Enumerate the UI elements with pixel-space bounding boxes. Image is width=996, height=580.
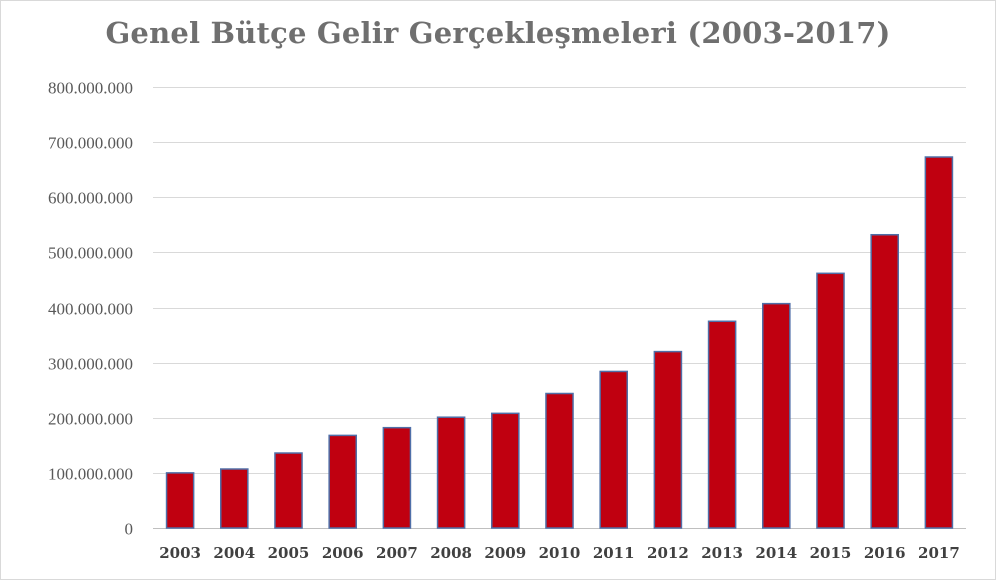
y-tick-label: 300.000.000 xyxy=(48,355,133,374)
x-tick-label-2013: 2013 xyxy=(701,544,743,562)
bar-2008 xyxy=(436,416,466,529)
x-tick-label-2008: 2008 xyxy=(430,544,472,562)
y-tick-label: 700.000.000 xyxy=(48,134,133,153)
bar-2009 xyxy=(491,412,520,529)
y-tick-label: 800.000.000 xyxy=(48,79,133,98)
y-tick-label: 100.000.000 xyxy=(48,465,133,484)
bar-2012 xyxy=(653,350,683,529)
y-tick-label: 400.000.000 xyxy=(48,300,133,319)
x-tick-label-2004: 2004 xyxy=(213,544,255,562)
y-tick-label: 200.000.000 xyxy=(48,410,133,429)
y-tick-label: 0 xyxy=(125,520,134,539)
bars xyxy=(165,156,954,529)
x-tick-label-2010: 2010 xyxy=(539,544,581,562)
bar-2004 xyxy=(220,468,249,529)
x-tick-label-2016: 2016 xyxy=(864,544,906,562)
x-tick-label-2009: 2009 xyxy=(484,544,526,562)
x-tick-label-2012: 2012 xyxy=(647,544,689,562)
y-axis-labels: 0 100.000.000 200.000.000 300.000.000 400.00… xyxy=(48,79,133,539)
bar-2011 xyxy=(599,370,629,529)
x-tick-label-2005: 2005 xyxy=(268,544,310,562)
y-tick-label: 600.000.000 xyxy=(48,189,133,208)
x-tick-label-2017: 2017 xyxy=(918,544,960,562)
x-tick-label-2014: 2014 xyxy=(755,544,797,562)
bar-2015 xyxy=(816,272,845,529)
x-tick-label-2011: 2011 xyxy=(593,544,635,562)
bar-2017 xyxy=(924,156,954,529)
bar-2005 xyxy=(274,452,303,529)
bar-2007 xyxy=(382,426,412,529)
x-tick-label-2003: 2003 xyxy=(159,544,201,562)
chart-title: Genel Bütçe Gelir Gerçekleşmeleri (2003-… xyxy=(105,16,891,50)
x-axis-labels: 2003 2004 2005 2006 2007 2008 2009 2010 2011 2012… xyxy=(159,544,960,562)
bar-2013 xyxy=(707,320,737,529)
x-tick-label-2007: 2007 xyxy=(376,544,418,562)
y-tick-label: 500.000.000 xyxy=(48,244,133,263)
x-tick-label-2006: 2006 xyxy=(322,544,364,562)
bar-2010 xyxy=(545,392,574,529)
bar-2003 xyxy=(165,472,195,529)
bar-2014 xyxy=(762,302,791,529)
x-tick-label-2015: 2015 xyxy=(810,544,852,562)
bar-2016 xyxy=(870,233,900,529)
bar-2006 xyxy=(328,434,357,529)
